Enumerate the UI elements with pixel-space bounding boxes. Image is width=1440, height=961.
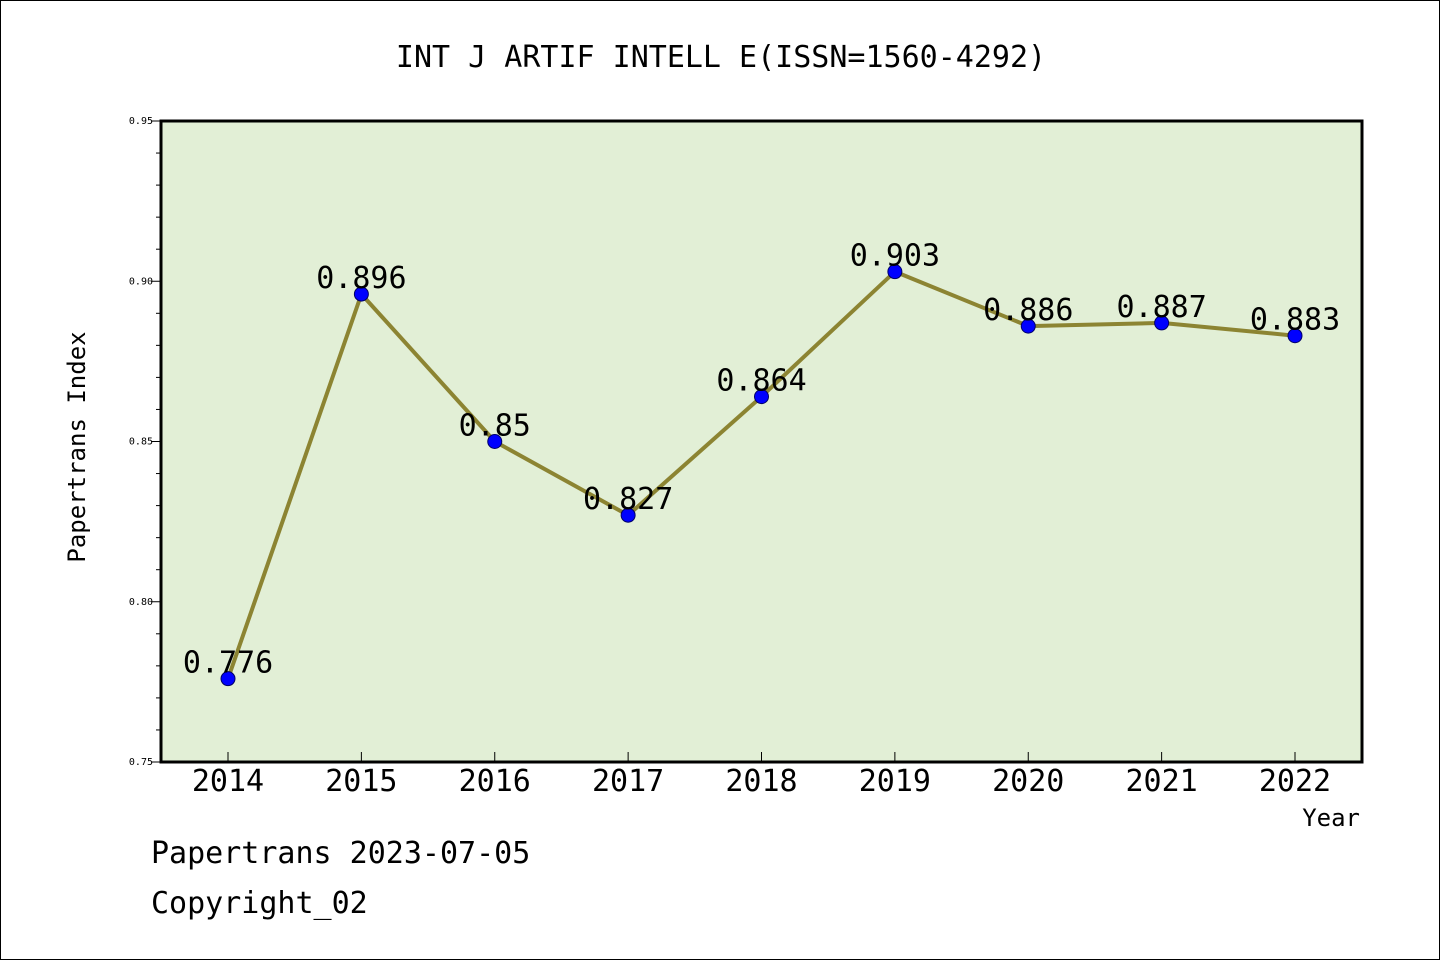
- data-point-marker: [1154, 315, 1170, 331]
- chart-title: INT J ARTIF INTELL E(ISSN=1560-4292): [396, 40, 1046, 75]
- x-tick-label: 2019: [859, 764, 931, 799]
- data-label: 0.85: [459, 409, 531, 444]
- x-axis-label: Year: [1302, 804, 1360, 832]
- data-point-marker: [754, 389, 769, 405]
- data-label: 0.896: [316, 261, 406, 296]
- y-axis: 0.75 0.80 0.85 0.90 0.95: [129, 116, 161, 768]
- y-axis-label: Papertrans Index: [63, 331, 91, 562]
- y-tick-label: 0.95: [129, 116, 153, 127]
- y-tick-label: 0.90: [129, 276, 153, 287]
- x-tick-label: 2018: [725, 764, 797, 799]
- x-axis: 2014 2015 2016 2017 2018 2019 2020 2021 2022: [192, 752, 1331, 799]
- data-label: 0.864: [716, 364, 806, 399]
- data-label: 0.886: [983, 293, 1073, 328]
- data-label: 0.887: [1116, 290, 1206, 325]
- data-point-marker: [620, 507, 636, 523]
- footer-date: Papertrans 2023-07-05: [151, 836, 531, 871]
- data-label: 0.883: [1250, 303, 1340, 338]
- x-tick-label: 2016: [459, 764, 531, 799]
- data-point-marker: [220, 671, 236, 687]
- data-label: 0.903: [850, 239, 940, 274]
- data-point-marker: [1287, 328, 1303, 344]
- data-point-marker: [487, 434, 503, 449]
- x-tick-label: 2014: [192, 764, 264, 799]
- markers-group: [220, 264, 1303, 687]
- y-tick-label: 0.75: [129, 757, 153, 768]
- x-tick-label: 2017: [592, 764, 664, 799]
- data-labels-group: 0.776 0.896 0.85 0.827 0.864 0.903 0.886 0.887 0…: [183, 239, 1340, 681]
- y-tick-label: 0.85: [129, 437, 153, 448]
- data-point-marker: [1020, 318, 1036, 334]
- plot-area: [159, 119, 1364, 764]
- data-point-marker: [353, 286, 369, 302]
- x-tick-label: 2021: [1126, 764, 1198, 799]
- data-point-marker: [887, 264, 903, 280]
- footer-copyright: Copyright_02: [151, 886, 368, 921]
- x-tick-label: 2015: [325, 764, 397, 799]
- y-tick-label: 0.80: [129, 597, 153, 608]
- data-label: 0.776: [183, 646, 273, 681]
- data-label: 0.827: [583, 482, 673, 517]
- x-tick-label: 2022: [1259, 764, 1331, 799]
- x-tick-label: 2020: [992, 764, 1064, 799]
